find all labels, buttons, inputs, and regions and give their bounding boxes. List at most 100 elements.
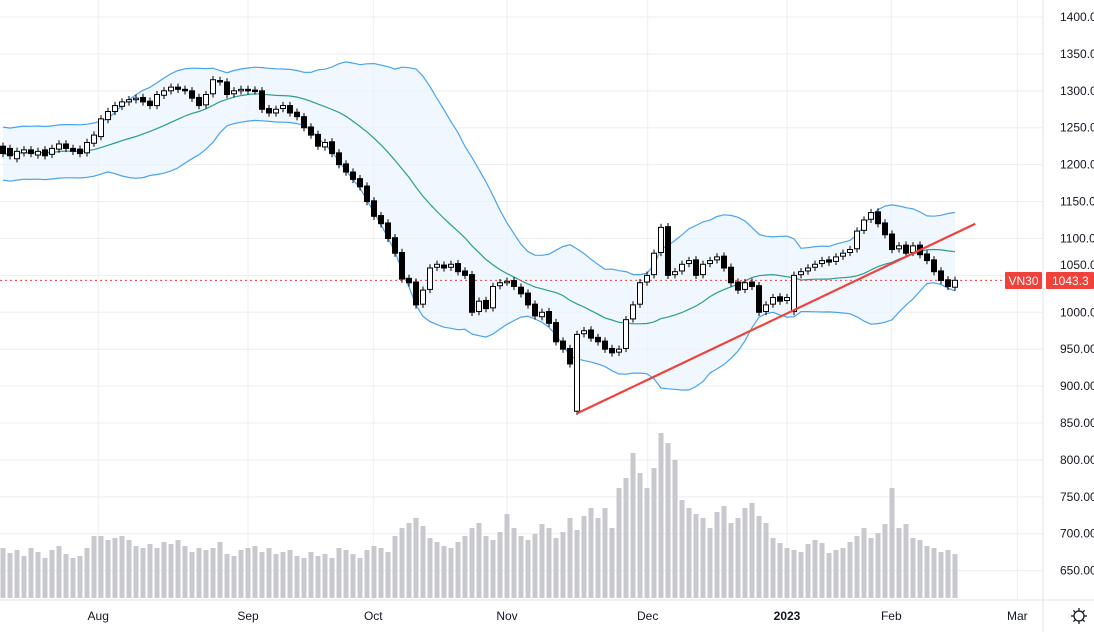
volume-bar <box>672 460 678 598</box>
volume-bar <box>595 518 601 598</box>
volume-bar <box>14 550 20 598</box>
volume-bar <box>420 526 426 598</box>
candle-bullish <box>819 256 825 268</box>
candle-bearish <box>336 149 342 169</box>
volume-bar <box>399 528 405 598</box>
candle-bearish <box>182 85 188 95</box>
volume-bar <box>553 538 559 598</box>
candle-bullish <box>679 260 685 275</box>
candle-bearish <box>665 222 671 280</box>
y-tick-label: 1000.00 <box>1060 305 1094 319</box>
volume-bar <box>490 540 496 598</box>
volume-bar <box>112 538 118 598</box>
volume-bar <box>469 528 475 598</box>
candle-bearish <box>350 168 356 184</box>
bollinger-upper-band <box>2 61 956 276</box>
volume-bar <box>252 546 258 598</box>
volume-bars <box>0 433 958 598</box>
last-price-label: 1043.3 <box>1052 274 1089 288</box>
volume-bar <box>70 558 76 598</box>
candle-bearish <box>357 174 363 191</box>
volume-bar <box>560 532 566 598</box>
candle-bullish <box>280 101 286 113</box>
candle-bullish <box>35 147 41 159</box>
volume-bar <box>462 536 468 598</box>
volume-bar <box>63 554 69 598</box>
candle-bullish <box>742 279 748 294</box>
volume-bar <box>413 518 419 598</box>
volume-bar <box>728 523 734 598</box>
volume-bar <box>441 546 447 598</box>
candle-bearish <box>903 241 909 257</box>
volume-bar <box>630 453 636 598</box>
candle-bullish <box>840 249 846 260</box>
volume-bar <box>798 552 804 598</box>
volume-bar <box>357 558 363 598</box>
candle-bearish <box>315 130 321 150</box>
candle-bearish <box>938 267 944 285</box>
volume-bar <box>756 516 762 598</box>
y-tick-label: 650.00 <box>1060 564 1094 578</box>
candle-bearish <box>0 142 6 158</box>
volume-bar <box>287 550 293 598</box>
candle-bullish <box>616 345 622 356</box>
volume-bar <box>644 488 650 598</box>
gear-icon[interactable] <box>1071 608 1087 624</box>
trendline[interactable] <box>576 222 976 415</box>
volume-bar <box>938 552 944 598</box>
candle-bullish <box>231 87 237 98</box>
volume-bar <box>546 528 552 598</box>
candle-bearish <box>567 344 573 368</box>
candle-bearish <box>385 219 391 243</box>
candle-bullish <box>476 297 482 316</box>
candle-bearish <box>609 344 615 357</box>
volume-bar <box>889 488 895 598</box>
price-axis-bg <box>1043 0 1094 632</box>
volume-bar <box>245 548 251 598</box>
candle-bullish <box>105 107 111 124</box>
volume-bar <box>196 548 202 598</box>
candle-bearish <box>469 270 475 316</box>
candle-bullish <box>637 279 643 308</box>
candle-bullish <box>322 138 328 151</box>
candle-bearish <box>546 307 552 328</box>
volume-bar <box>847 542 853 598</box>
candle-bearish <box>889 230 895 254</box>
candle-bearish <box>560 337 566 353</box>
volume-bar <box>238 550 244 598</box>
volume-bar <box>917 540 923 598</box>
candle-bullish <box>861 216 867 235</box>
candle-bullish <box>651 249 657 279</box>
candle-bearish <box>693 256 699 280</box>
candle-bullish <box>203 90 209 109</box>
time-axis[interactable]: Aug Sep Oct Nov Dec 2023 Feb Mar <box>88 609 1028 623</box>
candle-bearish <box>70 144 76 156</box>
bollinger-lower-band <box>2 119 956 391</box>
volume-bar <box>147 544 153 598</box>
volume-bar <box>28 548 34 598</box>
y-tick-label: 1350.00 <box>1060 47 1094 61</box>
volume-bar <box>378 548 384 598</box>
volume-bar <box>581 516 587 598</box>
volume-bar <box>651 468 657 598</box>
volume-bar <box>119 536 125 598</box>
volume-bar <box>301 558 307 598</box>
candle-bearish <box>308 123 314 139</box>
y-tick-label: 1150.00 <box>1060 195 1094 209</box>
candle-bearish <box>147 97 153 110</box>
candle-bullish <box>133 94 139 104</box>
volume-bar <box>84 548 90 598</box>
volume-bar <box>903 524 909 598</box>
candle-bullish <box>84 138 90 157</box>
candle-bearish <box>735 278 741 294</box>
candle-bullish <box>644 271 650 286</box>
volume-bar <box>175 540 181 598</box>
volume-bar <box>154 548 160 598</box>
candle-bullish <box>56 140 62 153</box>
candle-bullish <box>112 101 118 116</box>
volume-bar <box>609 528 615 598</box>
candle-bearish <box>882 219 888 239</box>
candle-bullish <box>91 131 97 147</box>
price-axis[interactable]: 1400.00 1350.00 1300.00 1250.00 1200.00 1150.… <box>1060 10 1094 578</box>
